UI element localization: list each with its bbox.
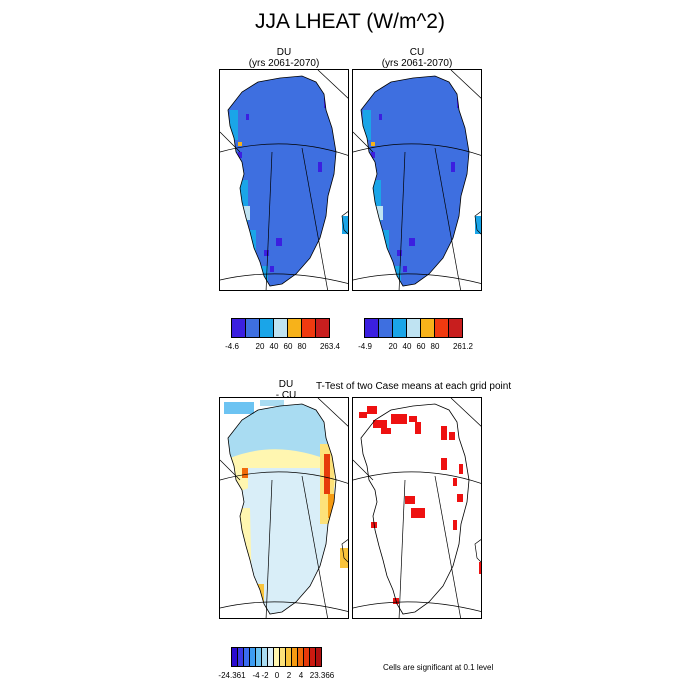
du-colorbar-label: 20 (255, 342, 265, 351)
du-colorbar-label: 40 (269, 342, 279, 351)
diff-colorbar-label: 23.366 (309, 671, 335, 680)
du-colorbar-label: -4.6 (225, 342, 239, 351)
diff-map-panel (219, 397, 349, 619)
ttest-map (353, 398, 481, 618)
cu-colorbar-label: 261.2 (452, 342, 474, 351)
cu-panel-years: (yrs 2061-2070) (381, 58, 453, 69)
du-panel-label: DU (276, 47, 292, 58)
coastline (360, 403, 470, 615)
p0-map (220, 70, 348, 290)
cu-colorbar-label: 60 (416, 342, 426, 351)
diff-colorbar-label: -24.361 (218, 671, 246, 680)
cu-colorbar-label: -4.9 (358, 342, 372, 351)
diff-colorbar-label: 2 (286, 671, 292, 680)
diff-colorbar: -24.361 -4 -2 0 2 4 23.366 (218, 647, 337, 683)
cu-colorbar-label: 40 (402, 342, 412, 351)
cu-colorbar-swatch (448, 318, 463, 338)
figure-title: JJA LHEAT (W/m^2) (255, 10, 445, 33)
cu-colorbar-swatches (364, 318, 463, 338)
cu-colorbar: -4.9 20 40 60 80 261.2 (358, 318, 473, 354)
du-colorbar-swatch (301, 318, 316, 338)
coastline (360, 75, 470, 287)
du-colorbar-swatch (245, 318, 260, 338)
du-colorbar-label: 80 (297, 342, 307, 351)
du-colorbar-swatches (231, 318, 330, 338)
cu-colorbar-swatch (420, 318, 435, 338)
significant-cells (359, 406, 481, 604)
du-panel-years: (yrs 2061-2070) (248, 58, 320, 69)
du-colorbar-swatch (287, 318, 302, 338)
diff-colorbar-label: 0 (274, 671, 280, 680)
diff-panel-label-1: DU (278, 379, 294, 390)
coastline (227, 403, 337, 615)
map-graticule (220, 398, 348, 618)
du-colorbar-swatch (259, 318, 274, 338)
diff-colorbar-swatch (315, 647, 322, 667)
map-graticule (353, 70, 481, 290)
diff-panel-label-2: - CU (275, 390, 297, 401)
du-colorbar-swatch (315, 318, 330, 338)
cu-colorbar-swatch (406, 318, 421, 338)
ttest-title: T-Test of two Case means at each grid po… (316, 381, 512, 392)
cu-colorbar-swatch (378, 318, 393, 338)
du-colorbar: -4.6 20 40 60 80 263.4 (225, 318, 340, 354)
diff-panel-title: DU - CU (236, 379, 336, 401)
p1-map (353, 70, 481, 290)
diff-colorbar-label: 4 (298, 671, 304, 680)
cu-colorbar-swatch (364, 318, 379, 338)
cu-map-panel (352, 69, 482, 291)
significance-note: Cells are significant at 0.1 level (383, 663, 494, 672)
cu-colorbar-label: 20 (388, 342, 398, 351)
diff-map (220, 398, 348, 618)
cu-panel-label: CU (409, 47, 425, 58)
coastline (227, 75, 337, 287)
du-panel-title: DU (yrs 2061-2070) (219, 47, 349, 69)
cu-colorbar-swatch (392, 318, 407, 338)
diff-colorbar-swatches (231, 647, 322, 667)
du-map-panel (219, 69, 349, 291)
du-colorbar-swatch (273, 318, 288, 338)
map-graticule (353, 398, 481, 618)
ttest-map-panel (352, 397, 482, 619)
diff-colorbar-label: -4 (252, 671, 260, 680)
du-colorbar-label: 60 (283, 342, 293, 351)
du-colorbar-label: 263.4 (319, 342, 341, 351)
cu-colorbar-label: 80 (430, 342, 440, 351)
cu-colorbar-swatch (434, 318, 449, 338)
cu-panel-title: CU (yrs 2061-2070) (352, 47, 482, 69)
diff-colorbar-label: -2 (261, 671, 269, 680)
du-colorbar-swatch (231, 318, 246, 338)
